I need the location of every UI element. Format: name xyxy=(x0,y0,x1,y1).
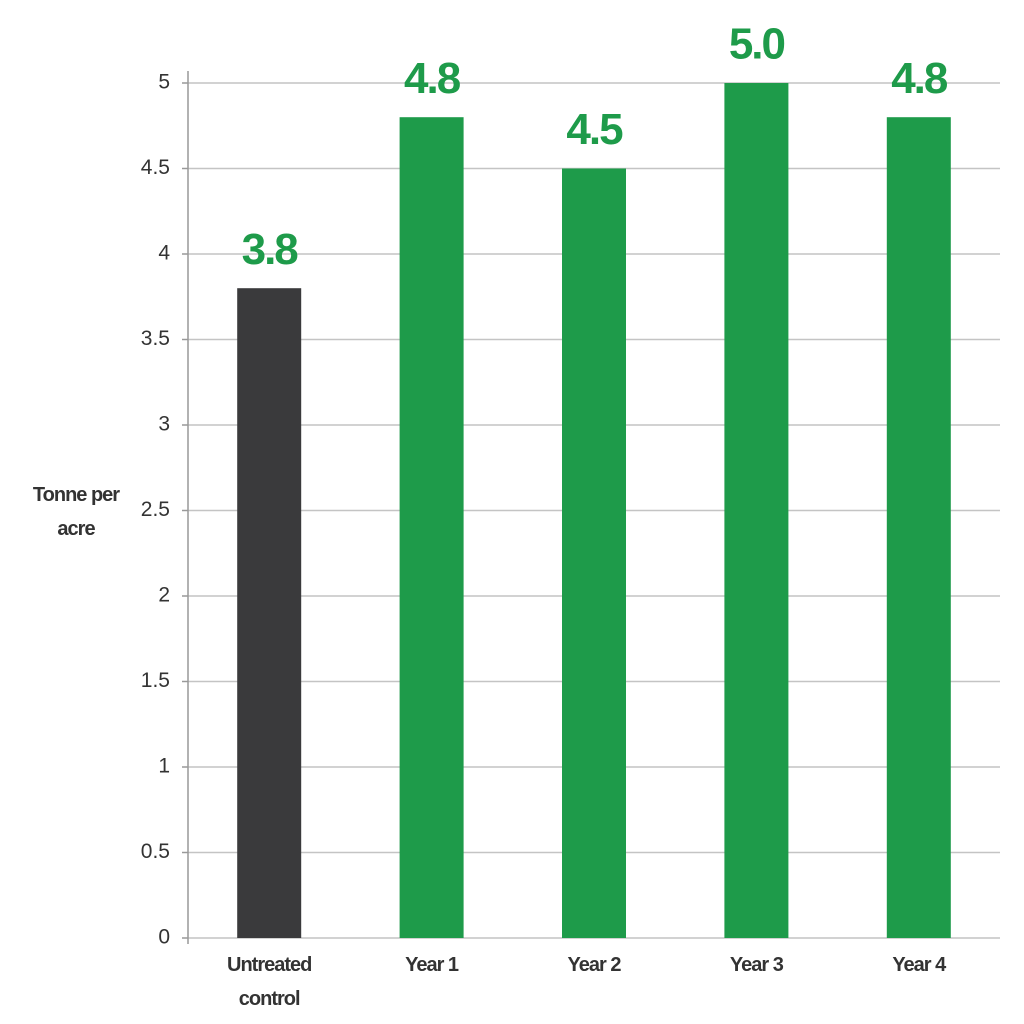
bar xyxy=(399,117,464,938)
y-tick-label: 3 xyxy=(158,413,170,436)
bar xyxy=(562,168,626,938)
value-label: 3.8 xyxy=(242,225,299,274)
x-tick-label: Year 4 xyxy=(892,954,946,976)
value-label: 4.8 xyxy=(891,54,948,103)
y-tick-label: 0 xyxy=(158,926,170,949)
x-tick-label: Untreated control xyxy=(227,954,312,1010)
y-tick-label: 1 xyxy=(158,755,170,778)
y-tick-label: 0.5 xyxy=(141,840,170,863)
value-label: 5.0 xyxy=(729,20,785,69)
y-axis-label: Tonne per acre xyxy=(32,484,120,540)
y-tick-label: 4.5 xyxy=(141,156,170,179)
x-tick-label: Year 2 xyxy=(567,954,622,976)
x-tick-label: Year 1 xyxy=(405,954,459,976)
y-tick-label: 5 xyxy=(158,71,170,94)
bar xyxy=(237,288,302,938)
y-tick-label: 4 xyxy=(158,242,170,265)
y-tick-label: 2.5 xyxy=(141,498,170,521)
y-tick-label: 1.5 xyxy=(141,669,170,692)
x-tick-label: Year 3 xyxy=(729,954,784,976)
bar xyxy=(886,117,951,938)
bar xyxy=(724,83,789,938)
value-label: 4.8 xyxy=(404,54,461,103)
y-tick-label: 3.5 xyxy=(141,327,170,350)
y-tick-label: 2 xyxy=(158,584,170,607)
value-label: 4.5 xyxy=(566,105,623,154)
